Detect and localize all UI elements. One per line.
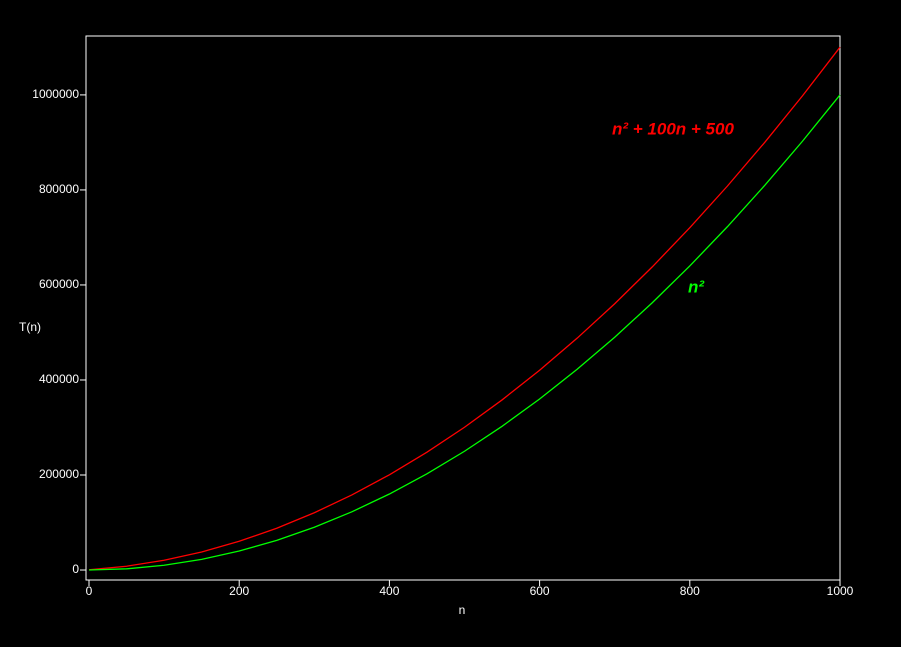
y-tick-label: 1000000 (32, 87, 79, 101)
x-tick-label: 400 (379, 584, 399, 598)
y-tick-label: 800000 (39, 182, 79, 196)
series-line (88, 94, 841, 571)
x-tick-label: 200 (229, 584, 249, 598)
x-tick-label: 800 (680, 584, 700, 598)
x-tick-label: 0 (86, 584, 93, 598)
y-tick-label: 200000 (39, 467, 79, 481)
series-line (88, 46, 841, 571)
x-tick-label: 600 (530, 584, 550, 598)
series-label: n² (688, 277, 705, 296)
y-axis-label: T(n) (19, 320, 41, 334)
y-tick-label: 0 (72, 562, 79, 576)
y-tick-label: 400000 (39, 372, 79, 386)
plot-frame (85, 35, 841, 581)
y-tick-label: 600000 (39, 277, 79, 291)
series-label: n² + 100n + 500 (612, 119, 734, 138)
x-tick-label: 1000 (827, 584, 854, 598)
x-axis-label: n (459, 603, 466, 617)
